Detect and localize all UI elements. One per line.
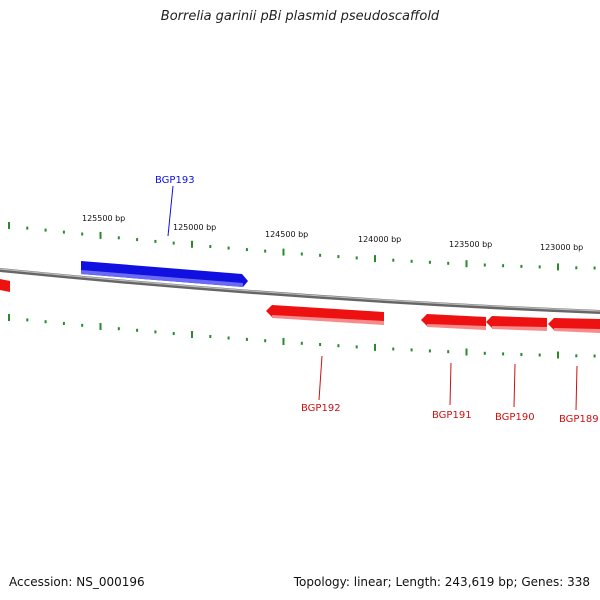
lower-minor-tick <box>26 318 29 322</box>
label-leader-bgp192 <box>318 355 323 401</box>
gene-label-bgp190[interactable]: BGP190 <box>495 412 535 423</box>
upper-minor-tick <box>447 261 450 265</box>
lower-major-tick <box>191 331 193 338</box>
lower-minor-tick <box>520 353 523 356</box>
lower-major-tick <box>282 338 285 345</box>
lower-minor-tick <box>154 330 157 334</box>
topology-summary: Topology: linear; Length: 243,619 bp; Ge… <box>293 575 590 589</box>
label-leader-bgp193 <box>167 185 174 237</box>
gene-partial-left[interactable] <box>0 279 10 292</box>
gene-bgp189[interactable] <box>548 318 600 333</box>
lower-minor-tick <box>245 337 248 341</box>
tick-label-124000: 124000 bp <box>358 235 401 244</box>
lower-minor-tick <box>337 344 340 348</box>
lower-minor-tick <box>227 336 230 340</box>
upper-minor-tick <box>392 258 395 262</box>
lower-minor-tick <box>575 354 578 358</box>
gene-label-bgp193[interactable]: BGP193 <box>155 175 195 186</box>
lower-minor-tick <box>172 332 175 335</box>
label-leader-bgp190 <box>513 363 516 408</box>
lower-minor-tick <box>136 328 139 332</box>
upper-minor-tick <box>355 256 358 260</box>
upper-minor-tick <box>26 226 29 230</box>
upper-minor-tick <box>264 249 267 253</box>
lower-minor-tick <box>117 327 120 331</box>
upper-minor-tick <box>136 238 139 242</box>
lower-minor-tick <box>538 353 541 357</box>
upper-tick-track <box>8 222 596 271</box>
upper-major-tick <box>8 222 10 229</box>
lower-major-tick <box>8 314 10 321</box>
upper-minor-tick <box>593 266 596 270</box>
upper-minor-tick <box>209 245 212 248</box>
upper-major-tick <box>99 231 102 239</box>
lower-minor-tick <box>502 352 505 356</box>
upper-minor-tick <box>81 232 84 236</box>
lower-tick-track <box>8 314 596 359</box>
lower-minor-tick <box>264 339 267 343</box>
lower-minor-tick <box>319 343 322 346</box>
gene-label-bgp192[interactable]: BGP192 <box>301 403 341 414</box>
upper-minor-tick <box>502 264 505 268</box>
lower-minor-tick <box>355 345 358 349</box>
lower-major-tick <box>99 323 102 330</box>
upper-major-tick <box>191 240 193 248</box>
lower-minor-tick <box>428 349 431 353</box>
tick-label-123500: 123500 bp <box>449 240 492 249</box>
upper-minor-tick <box>44 228 47 232</box>
tick-label-125000: 125000 bp <box>173 223 216 232</box>
upper-major-tick <box>282 248 285 256</box>
upper-minor-tick <box>337 255 340 259</box>
lower-minor-tick <box>81 323 84 327</box>
upper-minor-tick <box>117 236 120 240</box>
upper-minor-tick <box>62 230 65 234</box>
lower-minor-tick <box>62 322 65 325</box>
tick-label-123000: 123000 bp <box>540 243 583 252</box>
label-leader-bgp191 <box>449 362 452 406</box>
upper-minor-tick <box>172 241 175 245</box>
upper-major-tick <box>374 255 376 263</box>
tick-label-124500: 124500 bp <box>265 230 308 239</box>
accession-text: Accession: NS_000196 <box>9 575 145 589</box>
sequence-backbone <box>0 268 600 314</box>
upper-minor-tick <box>300 252 303 256</box>
lower-minor-tick <box>483 351 486 355</box>
lower-major-tick <box>374 343 376 351</box>
upper-minor-tick <box>319 253 322 257</box>
lower-minor-tick <box>300 341 303 345</box>
upper-minor-tick <box>227 246 230 250</box>
gene-label-bgp189[interactable]: BGP189 <box>559 414 599 425</box>
tick-label-125500: 125500 bp <box>82 214 125 223</box>
lower-major-tick <box>465 348 468 356</box>
upper-minor-tick <box>154 239 157 243</box>
upper-minor-tick <box>245 248 248 252</box>
gene-bgp191[interactable] <box>421 314 486 330</box>
upper-minor-tick <box>428 260 431 264</box>
gene-bgp190[interactable] <box>486 316 547 331</box>
upper-minor-tick <box>538 265 541 269</box>
upper-minor-tick <box>520 264 523 268</box>
upper-minor-tick <box>410 259 413 263</box>
gene-label-bgp191[interactable]: BGP191 <box>432 410 472 421</box>
label-leader-bgp189 <box>575 365 578 411</box>
lower-minor-tick <box>447 350 450 354</box>
lower-minor-tick <box>392 347 395 351</box>
backbone-highlight <box>0 268 600 312</box>
upper-minor-tick <box>575 266 578 270</box>
upper-major-tick <box>557 263 559 271</box>
lower-minor-tick <box>44 320 47 324</box>
gene-bgp193[interactable] <box>81 261 248 287</box>
upper-minor-tick <box>483 263 486 267</box>
upper-major-tick <box>465 260 468 268</box>
gene-bgp192[interactable] <box>266 305 384 325</box>
lower-minor-tick <box>209 335 212 338</box>
lower-minor-tick <box>410 348 413 352</box>
map-title: Borrelia garinii pBi plasmid pseudoscaff… <box>160 9 440 24</box>
lower-minor-tick <box>593 354 596 358</box>
lower-major-tick <box>557 351 559 359</box>
